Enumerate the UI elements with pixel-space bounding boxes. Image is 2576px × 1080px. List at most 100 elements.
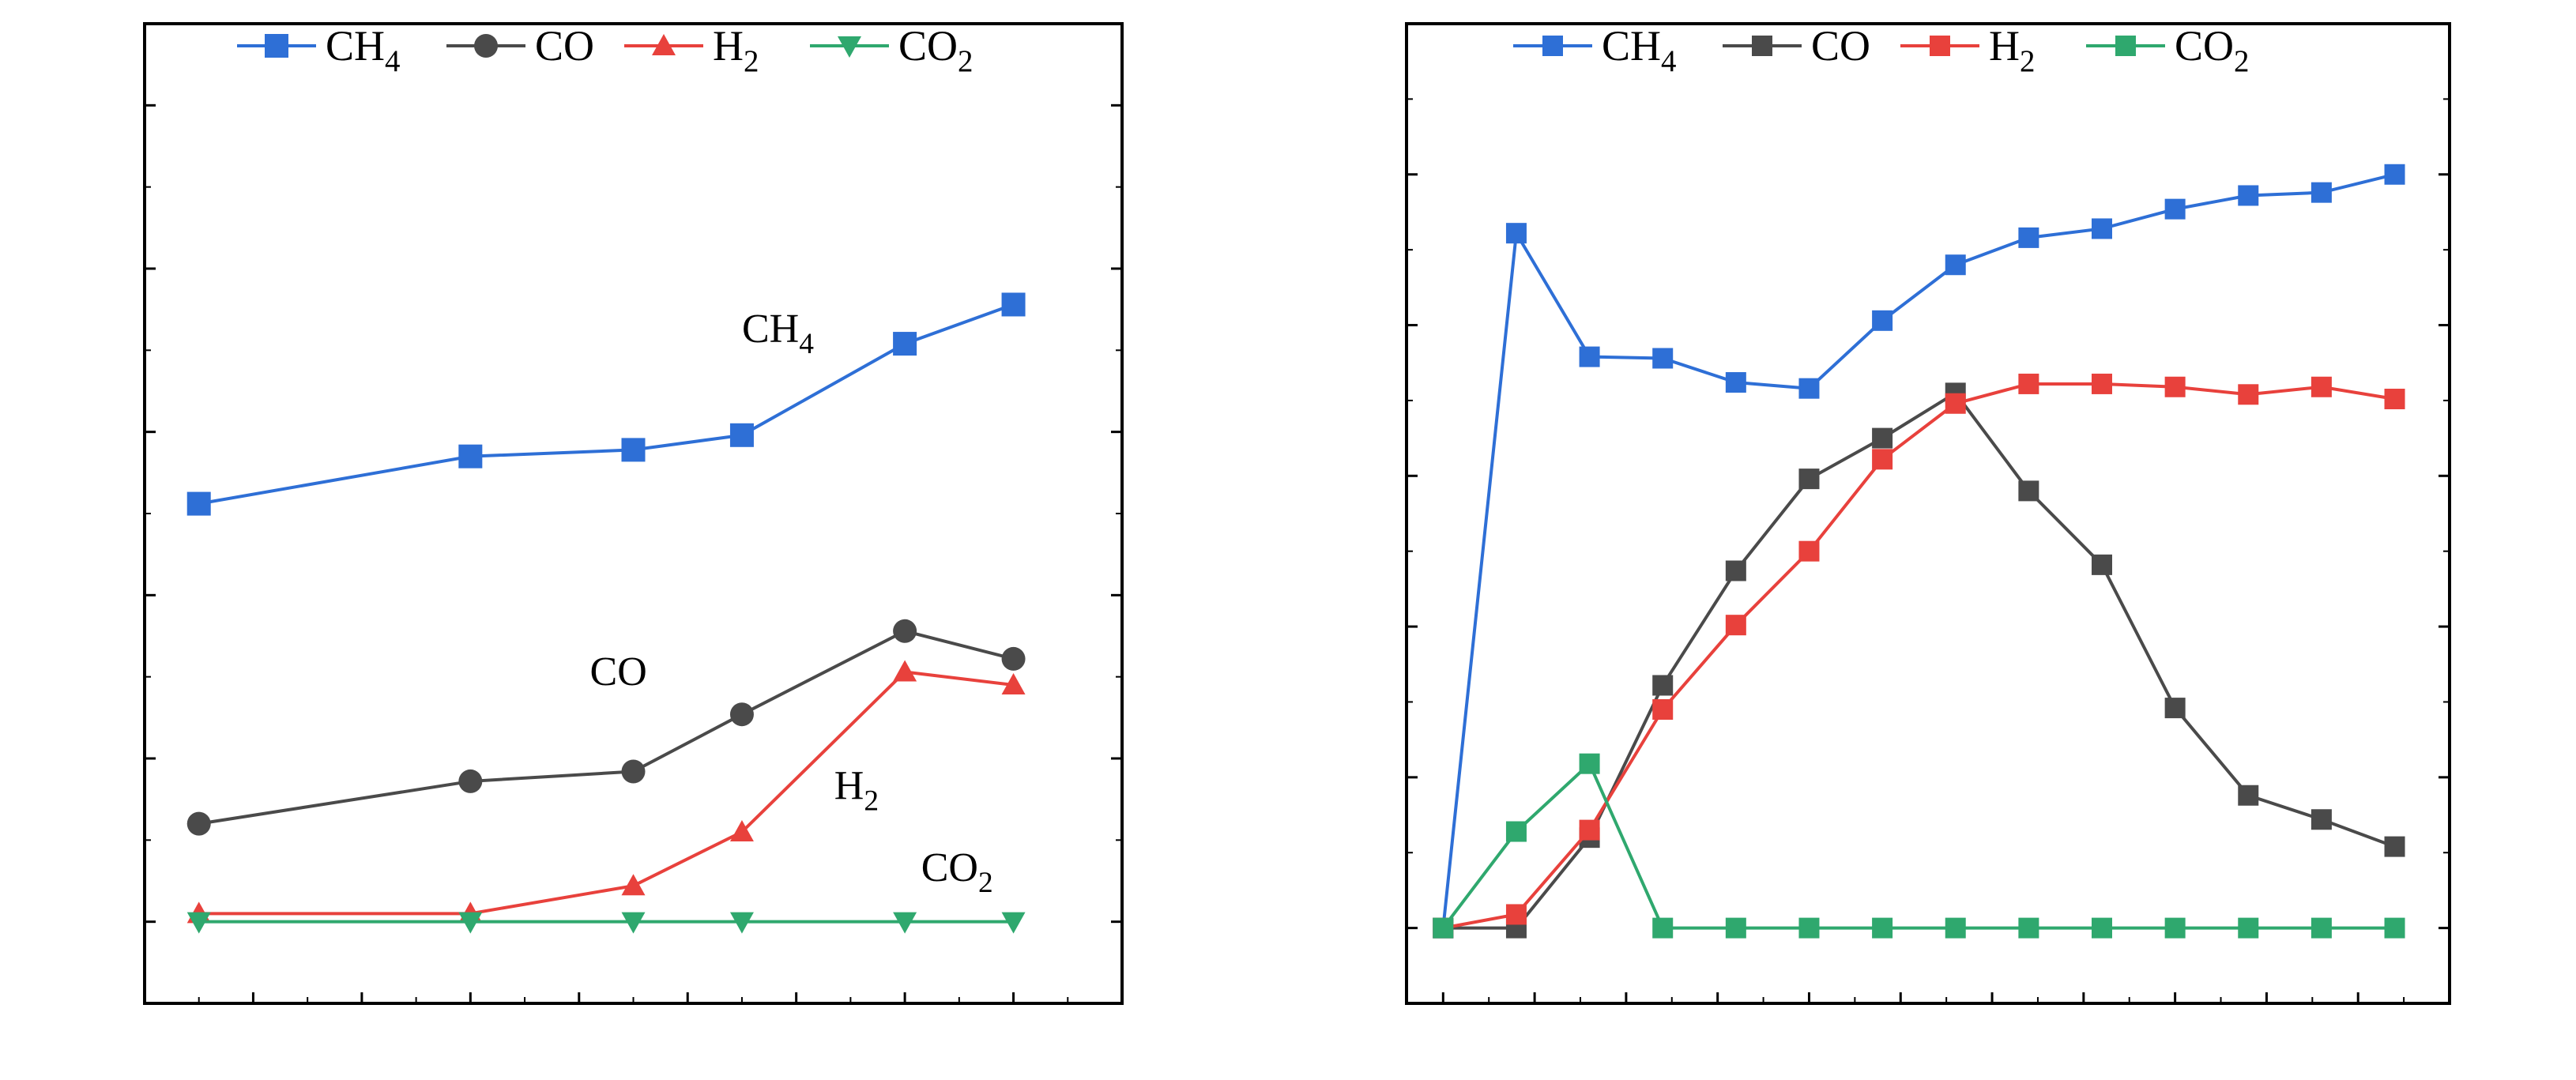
data-point-h2 xyxy=(1725,615,1746,636)
data-point-h2 xyxy=(2384,389,2405,410)
data-point-ch4 xyxy=(729,423,754,447)
data-point-co2 xyxy=(1872,917,1893,939)
data-point-ch4 xyxy=(621,438,646,462)
legend-label-h2: H2 xyxy=(713,22,759,78)
annotation-label-subscript: 4 xyxy=(799,328,814,360)
annotation-label-main: CO xyxy=(590,649,647,694)
series-line-ch4 xyxy=(198,303,1015,506)
series-ch4 xyxy=(186,292,1026,516)
data-point-ch4 xyxy=(1798,378,1820,399)
annotation-label-subscript: 2 xyxy=(864,785,879,818)
legend: CH4 CO H2 CO2 xyxy=(1513,22,2249,78)
data-point-co xyxy=(1652,675,1674,696)
data-point-ch4 xyxy=(893,332,917,356)
data-point-co2 xyxy=(1505,821,1527,842)
legend-label-co2: CO2 xyxy=(898,22,973,78)
series-line-co2 xyxy=(1441,761,2395,930)
series-co xyxy=(186,619,1026,836)
data-point-co2 xyxy=(1001,912,1026,934)
data-point-co2 xyxy=(2092,917,2112,939)
legend-marker-h2 xyxy=(652,34,676,55)
series-line-h2 xyxy=(198,670,1014,916)
data-point-h2 xyxy=(1001,673,1026,694)
series-ch4 xyxy=(1433,164,2405,939)
data-point-ch4 xyxy=(1001,292,1026,317)
annotation-label: CH4 xyxy=(742,307,814,360)
legend-label-co-main: CO xyxy=(535,22,594,70)
legend-label-ch4-subscript: 4 xyxy=(1661,44,1676,78)
legend-label-co-main: CO xyxy=(1811,22,1870,70)
annotation-label-main: H xyxy=(834,764,864,809)
data-point-h2 xyxy=(621,874,646,896)
data-point-ch4 xyxy=(2018,227,2039,248)
annotation-label: H2 xyxy=(834,764,879,818)
data-point-h2 xyxy=(2310,376,2332,397)
data-point-co xyxy=(729,702,754,727)
data-point-h2 xyxy=(1872,449,1893,470)
legend-label-h2-subscript: 2 xyxy=(2020,44,2035,78)
series-line-co xyxy=(198,629,1015,826)
data-point-h2 xyxy=(1652,699,1674,720)
data-point-co2 xyxy=(2164,917,2186,939)
annotation-label: CO xyxy=(590,649,647,694)
legend-label-co: CO xyxy=(1811,22,1870,70)
data-point-h2 xyxy=(1945,393,1966,414)
data-point-co xyxy=(621,759,646,784)
legend-label-co: CO xyxy=(535,22,594,70)
data-point-co2 xyxy=(621,912,646,934)
data-point-h2 xyxy=(729,820,754,841)
data-point-h2 xyxy=(1505,904,1527,925)
series-co2 xyxy=(1433,753,2405,939)
data-point-h2 xyxy=(893,660,917,682)
legend-marker-co2 xyxy=(838,36,861,58)
data-point-co2 xyxy=(2310,917,2332,939)
legend-label-h2-subscript: 2 xyxy=(744,44,759,78)
data-point-co xyxy=(2092,554,2112,575)
data-point-co2 xyxy=(1725,917,1746,939)
legend-label-h2-main: H xyxy=(713,22,744,70)
series-h2 xyxy=(186,660,1026,924)
series-co xyxy=(1433,382,2405,939)
data-point-co2 xyxy=(1652,917,1674,939)
data-point-co xyxy=(2238,785,2259,806)
annotation-label-subscript: 2 xyxy=(978,867,993,899)
legend-label-h2-main: H xyxy=(1989,22,2020,70)
data-point-co2 xyxy=(1945,917,1966,939)
annotation-label: CO2 xyxy=(921,845,993,899)
data-point-co xyxy=(2384,836,2405,857)
chart-panel-b: CH4 CO H2 CO2 xyxy=(1405,22,2451,1005)
data-point-co xyxy=(2310,809,2332,830)
data-point-co2 xyxy=(2384,917,2405,939)
data-point-h2 xyxy=(2164,376,2186,397)
legend-marker-ch4 xyxy=(265,34,288,58)
annotation-label-main: CH xyxy=(742,307,799,352)
data-point-h2 xyxy=(2238,384,2259,405)
legend-label-co2-subscript: 2 xyxy=(2234,44,2249,78)
data-point-co2 xyxy=(893,912,917,934)
legend-label-ch4: CH4 xyxy=(326,22,400,78)
data-point-co2 xyxy=(1433,917,1454,939)
legend-label-h2: H2 xyxy=(1989,22,2035,78)
data-point-co xyxy=(458,769,483,793)
data-point-h2 xyxy=(1798,540,1820,562)
data-point-co2 xyxy=(458,912,483,934)
data-point-ch4 xyxy=(2092,218,2112,239)
data-point-ch4 xyxy=(2384,164,2405,185)
data-point-ch4 xyxy=(2310,182,2332,203)
data-point-ch4 xyxy=(2238,185,2259,206)
data-point-ch4 xyxy=(186,491,211,516)
plot-frame xyxy=(1405,22,2451,1005)
data-point-ch4 xyxy=(1945,254,1966,276)
data-point-ch4 xyxy=(1579,346,1600,367)
legend-marker-co xyxy=(1752,36,1772,56)
series-line-h2 xyxy=(1442,382,2395,930)
data-point-co2 xyxy=(729,912,754,934)
data-point-co2 xyxy=(186,912,211,934)
data-point-co xyxy=(1725,560,1746,581)
legend-marker-co xyxy=(474,34,498,58)
data-point-co xyxy=(893,619,917,643)
legend: CH4 CO H2 CO2 xyxy=(237,22,973,78)
series-h2 xyxy=(1433,373,2405,939)
data-point-ch4 xyxy=(1652,348,1674,369)
